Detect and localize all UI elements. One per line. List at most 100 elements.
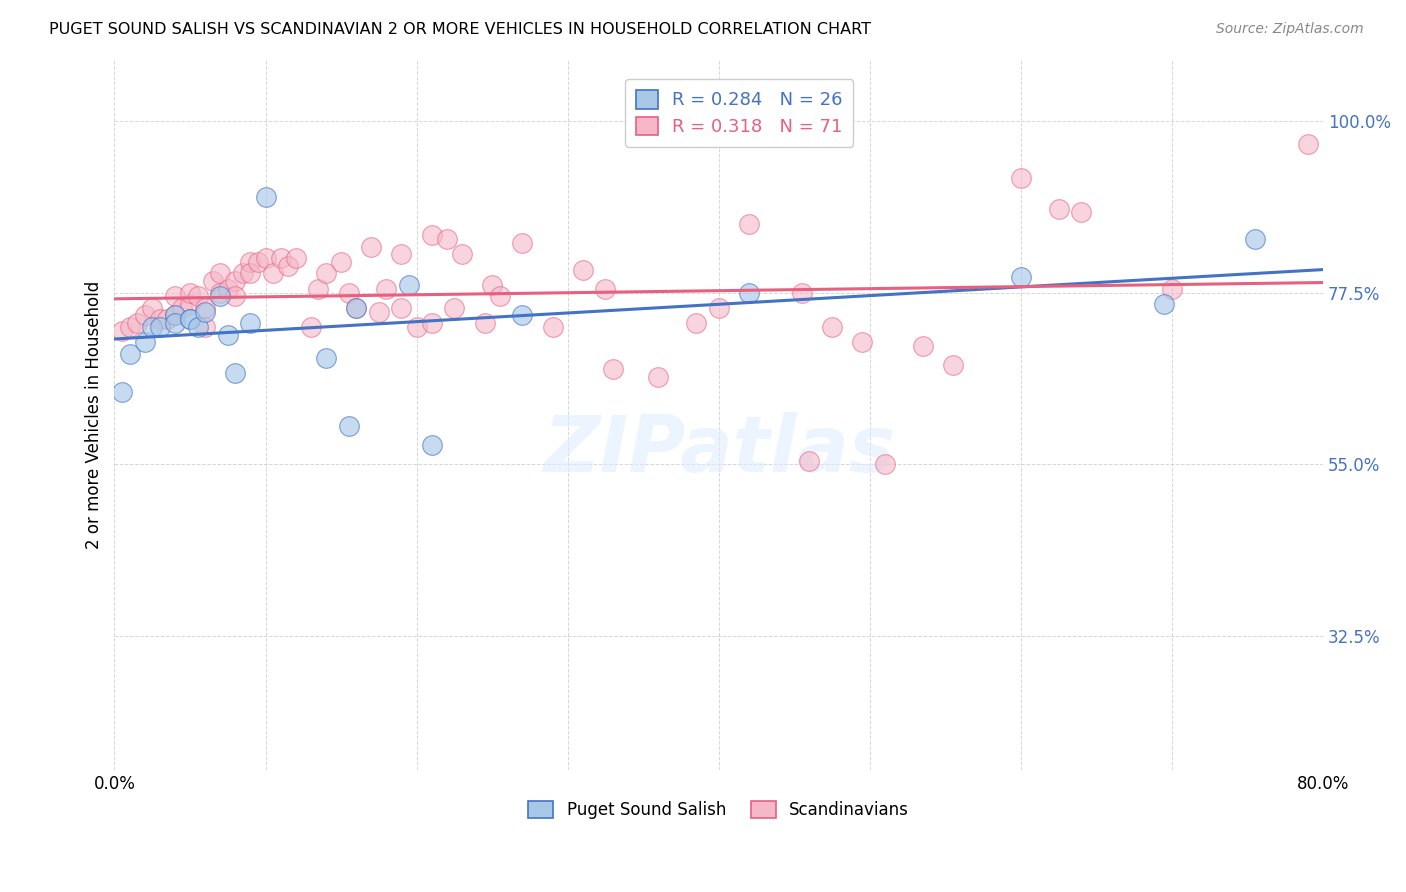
Point [270,251,292,265]
Point [375,282,398,296]
Point [134,335,156,350]
Point [1010,270,1032,285]
Point [738,217,761,231]
Point [488,289,510,303]
Point [602,362,624,376]
Point [851,335,873,350]
Point [420,228,443,243]
Point [163,309,186,323]
Point [391,247,413,261]
Point [141,301,163,315]
Point [156,312,179,326]
Point [391,301,413,315]
Point [790,285,813,300]
Point [163,309,186,323]
Point [541,320,564,334]
Point [595,282,617,296]
Point [512,309,534,323]
Point [344,301,367,315]
Point [398,277,420,292]
Point [420,438,443,452]
Point [232,267,254,281]
Point [149,312,172,326]
Point [299,320,322,334]
Point [149,320,172,334]
Point [360,240,382,254]
Point [337,419,360,434]
Point [224,366,246,380]
Point [118,320,141,334]
Point [284,251,307,265]
Point [141,320,163,334]
Point [647,369,669,384]
Point [330,255,353,269]
Point [277,259,299,273]
Point [337,285,360,300]
Point [209,285,232,300]
Point [224,274,246,288]
Point [217,327,239,342]
Point [262,267,284,281]
Point [254,251,277,265]
Point [172,301,194,315]
Point [239,267,262,281]
Point [799,453,821,467]
Point [217,282,239,296]
Point [179,312,201,326]
Point [942,358,965,372]
Point [315,351,337,365]
Point [209,289,232,303]
Point [307,282,329,296]
Point [1161,282,1184,296]
Point [436,232,458,246]
Point [163,316,186,330]
Point [344,301,367,315]
Point [738,285,761,300]
Point [186,320,208,334]
Point [239,316,262,330]
Legend: Puget Sound Salish, Scandinavians: Puget Sound Salish, Scandinavians [522,794,915,826]
Point [685,316,707,330]
Point [194,301,217,315]
Point [315,267,337,281]
Point [179,312,201,326]
Point [405,320,427,334]
Point [481,277,503,292]
Point [451,247,474,261]
Point [873,458,896,472]
Text: Source: ZipAtlas.com: Source: ZipAtlas.com [1216,22,1364,37]
Point [201,274,224,288]
Text: PUGET SOUND SALISH VS SCANDINAVIAN 2 OR MORE VEHICLES IN HOUSEHOLD CORRELATION C: PUGET SOUND SALISH VS SCANDINAVIAN 2 OR … [49,22,872,37]
Point [474,316,496,330]
Point [179,285,201,300]
Point [420,316,443,330]
Point [194,320,217,334]
Point [1244,232,1267,246]
Point [209,267,232,281]
Point [821,320,844,334]
Y-axis label: 2 or more Vehicles in Household: 2 or more Vehicles in Household [86,281,103,549]
Point [246,255,269,269]
Point [111,384,134,399]
Point [707,301,730,315]
Point [1010,171,1032,186]
Point [224,289,246,303]
Point [254,190,277,204]
Point [194,304,217,318]
Point [111,324,134,338]
Point [125,316,148,330]
Point [1070,205,1092,219]
Point [367,304,389,318]
Point [118,347,141,361]
Point [911,339,934,353]
Point [186,289,208,303]
Point [163,289,186,303]
Point [1047,202,1070,216]
Point [572,262,595,277]
Point [1296,136,1319,151]
Point [134,309,156,323]
Text: ZIPatlas: ZIPatlas [543,412,894,488]
Point [512,235,534,250]
Point [443,301,465,315]
Point [1153,297,1175,311]
